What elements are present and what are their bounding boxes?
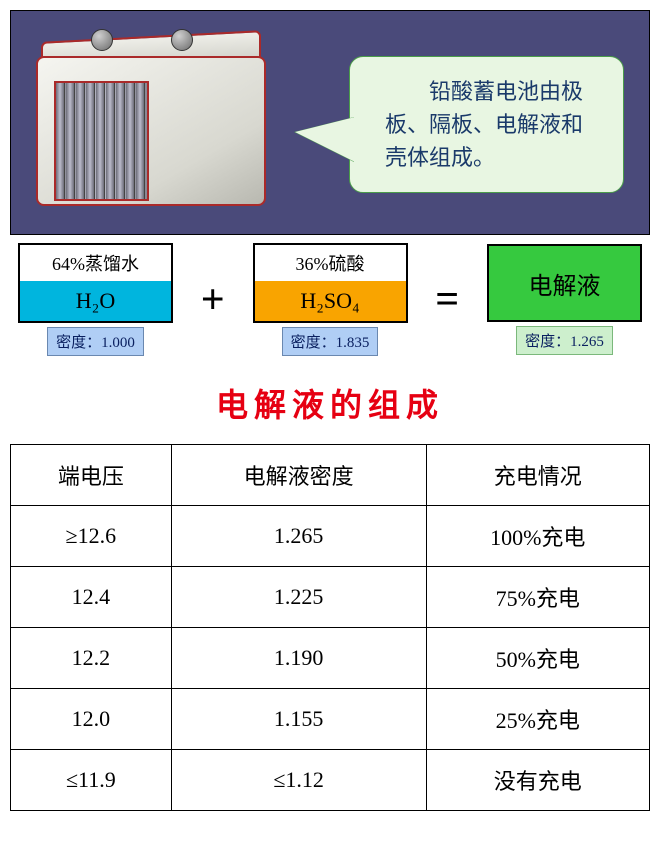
table-cell: 12.2 <box>11 628 172 689</box>
table-cell: 75%充电 <box>426 567 649 628</box>
table-cell: ≥12.6 <box>11 506 172 567</box>
result-label: 电解液 <box>529 266 601 301</box>
result-block: 电解液 密度：1.265 <box>487 244 642 355</box>
battery-illustration <box>36 26 266 216</box>
battery-cutaway <box>54 81 149 201</box>
water-formula: H₂O <box>20 281 171 321</box>
acid-label: 36%硫酸 <box>255 245 406 281</box>
table-row: ≤11.9≤1.12没有充电 <box>11 750 650 811</box>
acid-density: 密度：1.835 <box>282 327 379 356</box>
col-density: 电解液密度 <box>171 445 426 506</box>
table-row: 12.01.15525%充电 <box>11 689 650 750</box>
table-cell: 1.155 <box>171 689 426 750</box>
water-block: 64%蒸馏水 H₂O 密度：1.000 <box>18 243 173 356</box>
table-cell: 12.4 <box>11 567 172 628</box>
table-header-row: 端电压 电解液密度 充电情况 <box>11 445 650 506</box>
acid-box: 36%硫酸 H₂SO₄ <box>253 243 408 323</box>
water-label: 64%蒸馏水 <box>20 245 171 281</box>
callout-tail <box>295 117 355 162</box>
result-density: 密度：1.265 <box>516 326 613 355</box>
electrolyte-equation: 64%蒸馏水 H₂O 密度：1.000 + 36%硫酸 H₂SO₄ 密度：1.8… <box>10 241 650 358</box>
table-cell: 1.265 <box>171 506 426 567</box>
table-cell: 50%充电 <box>426 628 649 689</box>
callout-bubble: 铅酸蓄电池由极板、隔板、电解液和壳体组成。 <box>349 56 624 193</box>
table-cell: 100%充电 <box>426 506 649 567</box>
acid-formula: H₂SO₄ <box>255 281 406 321</box>
table-cell: 12.0 <box>11 689 172 750</box>
plus-sign: + <box>197 276 229 324</box>
equals-sign: = <box>431 276 463 324</box>
callout-text: 铅酸蓄电池由极板、隔板、电解液和壳体组成。 <box>385 79 583 170</box>
table-cell: 1.225 <box>171 567 426 628</box>
table-row: 12.41.22575%充电 <box>11 567 650 628</box>
charge-state-table: 端电压 电解液密度 充电情况 ≥12.61.265100%充电12.41.225… <box>10 444 650 811</box>
table-row: 12.21.19050%充电 <box>11 628 650 689</box>
table-cell: ≤1.12 <box>171 750 426 811</box>
section-title: 电解液的组成 <box>0 380 660 426</box>
battery-terminal <box>91 29 113 51</box>
water-density: 密度：1.000 <box>47 327 144 356</box>
table-cell: 1.190 <box>171 628 426 689</box>
result-box: 电解液 <box>487 244 642 322</box>
acid-block: 36%硫酸 H₂SO₄ 密度：1.835 <box>253 243 408 356</box>
battery-terminal <box>171 29 193 51</box>
table-cell: 没有充电 <box>426 750 649 811</box>
table-row: ≥12.61.265100%充电 <box>11 506 650 567</box>
table-cell: 25%充电 <box>426 689 649 750</box>
table-cell: ≤11.9 <box>11 750 172 811</box>
col-charge: 充电情况 <box>426 445 649 506</box>
water-box: 64%蒸馏水 H₂O <box>18 243 173 323</box>
diagram-panel: 铅酸蓄电池由极板、隔板、电解液和壳体组成。 <box>10 10 650 235</box>
col-voltage: 端电压 <box>11 445 172 506</box>
